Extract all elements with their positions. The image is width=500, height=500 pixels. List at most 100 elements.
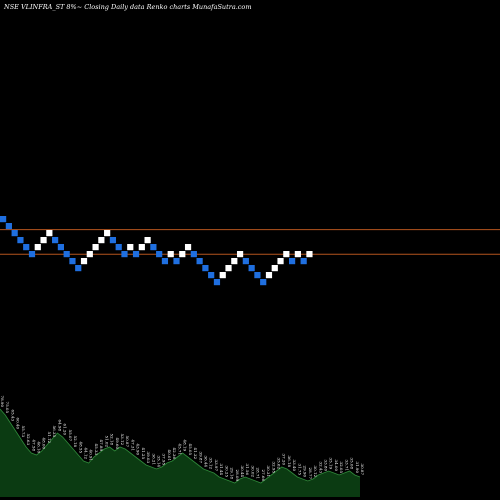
renko-brick — [236, 251, 244, 258]
volume-label: 31.56 — [245, 464, 250, 476]
volume-label: 55.73 — [21, 426, 26, 438]
reference-lines — [0, 229, 500, 255]
renko-brick — [28, 251, 36, 258]
volume-label: 28.09 — [235, 470, 240, 482]
renko-brick — [52, 237, 59, 244]
renko-brick — [179, 251, 186, 258]
volume-label: 29.90 — [303, 466, 308, 478]
volume-label: 51.12 — [47, 432, 52, 444]
renko-brick — [271, 265, 278, 272]
volume-label: 37.95 — [162, 454, 167, 466]
renko-brick — [161, 258, 169, 265]
volume-label: 28.77 — [308, 468, 313, 480]
renko-brick — [150, 244, 157, 251]
volume-label: 51.02 — [104, 436, 109, 448]
volume-label: 30.44 — [240, 466, 245, 478]
renko-brick — [98, 237, 105, 244]
volume-label: 33.71 — [344, 460, 349, 471]
volume-label: 56.35 — [52, 426, 57, 438]
volume-label: 47.31 — [130, 440, 135, 451]
volume-label: 31.44 — [219, 464, 224, 476]
volume-label: 60.40 — [16, 418, 21, 430]
volume-label: 78.90 — [0, 396, 5, 408]
volume-label: 43.90 — [136, 444, 141, 456]
renko-brick — [86, 251, 93, 258]
volume-label: 35.08 — [350, 458, 355, 470]
renko-brick — [173, 258, 180, 265]
renko-brick — [156, 251, 163, 258]
renko-brick — [184, 244, 192, 251]
renko-brick — [300, 258, 307, 265]
volume-label: 35.14 — [157, 456, 162, 468]
volume-label: 45.05 — [188, 444, 193, 456]
volume-label: 30.31 — [266, 466, 271, 477]
volume-label: 47.58 — [31, 440, 36, 452]
volume-label: 52.18 — [110, 434, 115, 446]
volume-label: 42.36 — [172, 448, 177, 460]
volume-label: 49.60 — [115, 438, 120, 450]
volume-label: 32.05 — [339, 462, 344, 474]
renko-bricks — [0, 216, 313, 286]
volume-label: 52.63 — [26, 434, 31, 446]
volume-label: 31.90 — [355, 462, 360, 474]
renko-brick — [254, 272, 261, 279]
volume-label: 35.19 — [329, 458, 334, 470]
renko-brick — [69, 258, 76, 265]
renko-brick — [115, 244, 122, 251]
renko-brick — [167, 251, 174, 258]
volume-label: 34.00 — [334, 460, 339, 472]
volume-label: 40.91 — [89, 450, 94, 461]
renko-brick — [75, 265, 82, 272]
volume-label: 61.20 — [63, 424, 68, 436]
renko-brick — [213, 279, 221, 286]
volume-label: 36.21 — [151, 454, 156, 465]
renko-brick — [5, 223, 12, 230]
volume-label: 75.05 — [5, 402, 10, 414]
volume-label: 65.43 — [10, 410, 15, 422]
volume-label: 55.07 — [68, 430, 73, 442]
renko-brick — [109, 237, 117, 244]
renko-brick — [242, 258, 249, 265]
volume-label: 46.10 — [37, 442, 42, 454]
renko-brick — [40, 237, 47, 244]
volume-label: 36.44 — [203, 456, 208, 468]
renko-brick — [57, 244, 64, 251]
volume-label: 48.55 — [78, 442, 83, 454]
renko-brick — [248, 265, 255, 272]
volume-label: 41.25 — [141, 448, 146, 460]
volume-label: 37.20 — [282, 454, 287, 466]
volume-label: 39.03 — [146, 452, 151, 464]
renko-brick — [121, 251, 128, 258]
renko-brick — [104, 230, 111, 237]
renko-brick — [190, 251, 197, 258]
volume-fill — [0, 409, 360, 497]
volume-label: 50.87 — [125, 436, 130, 448]
renko-brick — [144, 237, 151, 244]
renko-brick — [11, 230, 18, 237]
volume-label: 29.18 — [230, 468, 235, 480]
renko-brick — [202, 265, 209, 272]
renko-brick — [260, 279, 267, 286]
volume-label: 64.98 — [57, 420, 62, 432]
volume-label: 30.25 — [224, 466, 229, 478]
volume-label: 48.19 — [183, 440, 188, 452]
volume-label: 35.12 — [209, 458, 214, 470]
volume-label: 30.87 — [360, 464, 365, 476]
volume-label: 36.18 — [287, 456, 292, 468]
volume-label: 32.95 — [271, 462, 276, 474]
renko-brick — [219, 272, 226, 279]
renko-brick — [23, 244, 30, 251]
renko-brick — [294, 251, 301, 258]
renko-brick — [34, 244, 41, 251]
volume-label: 40.01 — [167, 450, 172, 461]
volume-label: 33.40 — [292, 460, 297, 472]
chart-title: NSE VLINFRA_ST 8%~ Closing Daily data Re… — [3, 3, 251, 11]
renko-brick — [231, 258, 238, 265]
renko-brick — [132, 251, 140, 258]
volume-line — [0, 408, 361, 484]
volume-label: 28.71 — [256, 468, 261, 479]
volume-label: 48.00 — [42, 438, 47, 450]
renko-brick — [17, 237, 24, 244]
volume-label: 41.32 — [193, 448, 198, 460]
